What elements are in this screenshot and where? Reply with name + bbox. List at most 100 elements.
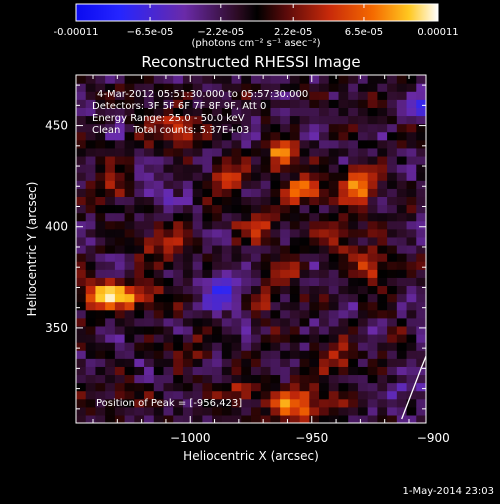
heatmap-cell (105, 261, 116, 270)
heatmap-cell (241, 301, 252, 311)
heatmap-cell (251, 269, 262, 278)
heatmap-cell (134, 83, 145, 92)
heatmap-cell (163, 228, 174, 238)
heatmap-cell (280, 261, 291, 270)
heatmap-cell (357, 366, 369, 376)
heatmap-cell (396, 75, 408, 84)
heatmap-cell (280, 342, 291, 351)
heatmap-cell (357, 139, 369, 149)
heatmap-cell (406, 180, 417, 189)
heatmap-cell (357, 204, 369, 214)
heatmap-cell (231, 131, 242, 141)
heatmap-cell (396, 285, 408, 295)
heatmap-cell (95, 107, 106, 117)
heatmap-cell (202, 366, 213, 376)
heatmap-cell (134, 172, 145, 181)
heatmap-cell (309, 333, 320, 343)
heatmap-cell (182, 325, 194, 335)
heatmap-cell (212, 115, 223, 125)
heatmap-cell (416, 228, 426, 238)
heatmap-cell (299, 164, 310, 173)
heatmap-cell (231, 212, 242, 222)
heatmap-cell (144, 333, 155, 343)
heatmap-cell (182, 139, 194, 149)
heatmap-cell (348, 131, 359, 141)
heatmap-cell (134, 196, 145, 206)
heatmap-cell (105, 342, 116, 351)
heatmap-cell (212, 131, 223, 141)
heatmap-cell (192, 188, 203, 197)
heatmap-cell (299, 220, 310, 230)
heatmap-cell (328, 123, 340, 133)
heatmap-cell (251, 398, 262, 408)
heatmap-cell (95, 342, 106, 351)
heatmap-cell (182, 91, 194, 100)
heatmap-cell (270, 285, 281, 295)
heatmap-cell (173, 164, 184, 173)
heatmap-cell (85, 123, 97, 133)
heatmap-cell (212, 293, 223, 303)
heatmap-cell (309, 374, 320, 384)
heatmap-cell (328, 228, 340, 238)
heatmap-cell (260, 301, 272, 311)
heatmap-cell (173, 398, 184, 408)
heatmap-cell (416, 131, 426, 141)
heatmap-cell (406, 115, 417, 125)
heatmap-cell (251, 317, 262, 327)
heatmap-cell (221, 358, 233, 367)
heatmap-cell (387, 325, 398, 335)
heatmap-cell (173, 139, 184, 149)
heatmap-cell (202, 228, 213, 238)
heatmap-cell (328, 325, 340, 335)
heatmap-cell (114, 309, 126, 319)
heatmap-cell (406, 83, 417, 92)
heatmap-cell (289, 123, 301, 133)
heatmap-cell (309, 131, 320, 141)
heatmap-cell (387, 180, 398, 189)
heatmap-cell (221, 277, 233, 287)
heatmap-cell (85, 212, 97, 222)
heatmap-cell (202, 414, 213, 423)
heatmap-cell (124, 115, 135, 125)
heatmap-cell (95, 350, 106, 359)
heatmap-cell (144, 75, 155, 84)
heatmap-cell (134, 414, 145, 423)
heatmap-cell (85, 147, 97, 157)
heatmap-cell (406, 269, 417, 278)
heatmap-cell (182, 333, 194, 343)
heatmap-cell (396, 342, 408, 351)
heatmap-cell (338, 325, 349, 335)
heatmap-cell (348, 325, 359, 335)
heatmap-cell (387, 317, 398, 327)
heatmap-cell (114, 139, 126, 149)
heatmap-cell (124, 131, 135, 141)
heatmap-cell (309, 277, 320, 287)
heatmap-cell (76, 139, 87, 149)
heatmap-cell (280, 75, 291, 84)
heatmap-cell (289, 309, 301, 319)
heatmap-cell (396, 220, 408, 230)
heatmap-cell (289, 164, 301, 173)
heatmap-cell (76, 188, 87, 197)
heatmap-cell (124, 75, 135, 84)
heatmap-cell (212, 123, 223, 133)
heatmap-cell (387, 244, 398, 254)
heatmap-cell (231, 269, 242, 278)
heatmap-cell (192, 293, 203, 303)
heatmap-cell (144, 212, 155, 222)
heatmap-cell (95, 236, 106, 246)
heatmap-cell (416, 350, 426, 359)
heatmap-cell (134, 139, 145, 149)
heatmap-cell (309, 382, 320, 392)
heatmap-cell (163, 253, 174, 262)
heatmap-cell (85, 414, 97, 423)
heatmap-cell (202, 301, 213, 311)
heatmap-cell (309, 325, 320, 335)
heatmap-cell (348, 99, 359, 108)
heatmap-cell (144, 293, 155, 303)
heatmap-cell (212, 107, 223, 117)
heatmap-cell (153, 107, 165, 117)
heatmap-cell (416, 358, 426, 367)
heatmap-cell (406, 123, 417, 133)
heatmap-cell (299, 285, 310, 295)
